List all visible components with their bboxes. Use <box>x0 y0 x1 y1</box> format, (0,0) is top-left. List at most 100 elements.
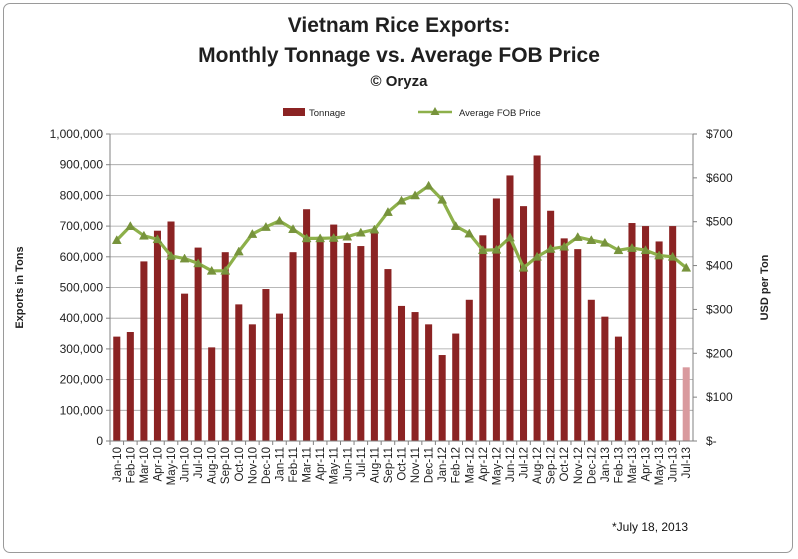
price-marker <box>532 251 543 261</box>
left-tick-label: 400,000 <box>60 311 104 325</box>
right-tick-label: $500 <box>706 215 733 229</box>
tonnage-bar <box>370 232 378 441</box>
tonnage-bar <box>357 246 365 441</box>
price-marker <box>586 235 597 244</box>
tonnage-bar <box>560 238 568 441</box>
price-marker <box>301 233 312 243</box>
x-tick-label: Apr-13 <box>641 447 653 482</box>
price-marker <box>599 237 610 247</box>
left-tick-label: 900,000 <box>60 158 104 172</box>
tonnage-bar <box>506 175 514 441</box>
tonnage-bar <box>533 155 541 442</box>
x-tick-label: Sep-11 <box>383 447 395 483</box>
tonnage-bar <box>248 324 256 441</box>
x-tick-label: Mar-10 <box>139 447 151 483</box>
price-marker <box>179 253 190 263</box>
tonnage-bar <box>411 312 419 441</box>
right-tick-label: $700 <box>706 127 733 141</box>
price-marker <box>423 180 434 190</box>
price-marker <box>220 265 231 275</box>
tonnage-bar <box>126 332 134 441</box>
tonnage-bar <box>330 224 338 441</box>
tonnage-bar <box>452 333 460 441</box>
price-marker <box>111 235 122 244</box>
price-marker <box>396 195 407 205</box>
x-tick-label: Jul-13 <box>681 447 693 478</box>
x-tick-label: Dec-12 <box>586 447 598 484</box>
price-marker <box>640 245 651 255</box>
x-tick-label: Mar-11 <box>302 447 314 483</box>
tonnage-bar <box>140 261 148 441</box>
legend-price-marker <box>430 107 440 115</box>
tonnage-bar <box>655 241 663 441</box>
price-marker <box>654 250 665 260</box>
price-marker <box>437 194 448 204</box>
tonnage-bar <box>235 304 243 441</box>
x-tick-label: Mar-13 <box>627 447 639 483</box>
price-marker <box>233 246 244 256</box>
tonnage-bar <box>465 299 473 441</box>
tonnage-bar <box>275 313 283 441</box>
x-tick-label: Aug-10 <box>207 447 219 484</box>
price-marker <box>667 251 678 261</box>
price-marker <box>559 241 570 251</box>
tonnage-bar <box>601 316 609 441</box>
tonnage-bar <box>425 324 433 441</box>
price-marker <box>166 250 176 260</box>
right-tick-label: $- <box>706 434 717 448</box>
left-tick-label: 1,000,000 <box>50 127 104 141</box>
chart-subtitle: Monthly Tonnage vs. Average FOB Price <box>198 44 600 67</box>
tonnage-bar <box>682 367 690 441</box>
price-marker <box>464 228 475 238</box>
price-marker <box>193 258 204 268</box>
axes: 0 100,000 200,000 300,000 400,000 500,000 600,… <box>14 127 771 485</box>
tonnage-bar <box>343 242 351 441</box>
x-tick-label: Jun-11 <box>342 447 354 481</box>
tonnage-bar <box>153 230 161 441</box>
left-tick-label: 200,000 <box>60 373 104 387</box>
legend: Tonnage Average FOB Price <box>283 107 541 119</box>
x-tick-label: May-11 <box>329 447 341 485</box>
x-tick-label: May-12 <box>491 447 503 485</box>
x-tick-label: Jul-12 <box>519 447 531 478</box>
x-tick-label: Jun-13 <box>668 447 680 482</box>
x-tick-label: May-10 <box>166 447 178 485</box>
price-marker <box>681 262 692 272</box>
x-tick-label: Feb-12 <box>451 447 463 483</box>
price-line <box>111 180 692 275</box>
x-tick-label: Jul-10 <box>193 447 205 478</box>
x-tick-label: Nov-11 <box>410 447 422 483</box>
price-marker <box>613 245 624 255</box>
tonnage-bar <box>492 198 500 441</box>
left-tick-label: 600,000 <box>60 250 104 264</box>
tonnage-bar <box>520 206 528 441</box>
x-tick-label: Feb-13 <box>613 447 625 483</box>
x-tick-label: Jan-12 <box>437 447 449 482</box>
price-marker <box>125 221 136 230</box>
price-marker <box>369 224 380 234</box>
tonnage-bar <box>221 252 229 441</box>
tonnage-bar <box>669 226 677 441</box>
x-tick-label: May-13 <box>654 447 666 485</box>
price-marker <box>450 221 461 230</box>
x-tick-label: Nov-10 <box>247 447 259 484</box>
x-tick-label: Dec-11 <box>424 447 436 483</box>
left-tick-label: 500,000 <box>60 281 104 295</box>
tonnage-bars <box>113 155 690 442</box>
tonnage-bar <box>397 305 406 441</box>
legend-price-label: Average FOB Price <box>459 108 541 119</box>
left-tick-label: 0 <box>96 434 103 448</box>
x-tick-label: Feb-11 <box>288 447 300 483</box>
x-tick-label: Jul-11 <box>356 447 368 477</box>
left-tick-label: 300,000 <box>60 342 104 356</box>
y-axis-title: Exports in Tons <box>14 246 26 328</box>
tonnage-bar <box>642 226 650 441</box>
x-tick-label: Nov-12 <box>573 447 585 484</box>
x-tick-label: Jan-13 <box>600 447 612 482</box>
price-marker <box>315 233 326 243</box>
x-tick-label: Sep-12 <box>546 447 558 484</box>
tonnage-bar <box>289 252 297 441</box>
x-tick-label: Mar-12 <box>464 447 476 483</box>
right-tick-label: $100 <box>706 390 733 404</box>
